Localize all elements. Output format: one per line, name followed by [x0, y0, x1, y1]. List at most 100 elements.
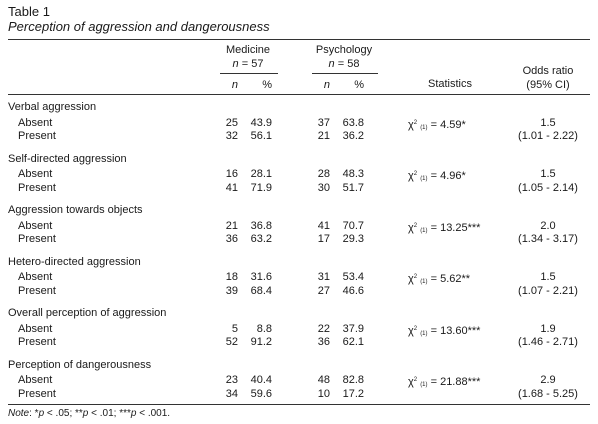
bottom-rule	[8, 404, 590, 405]
row-label: Present	[18, 336, 56, 348]
odds-ratio-value: 1.5	[540, 168, 556, 180]
row-label: Absent	[18, 168, 53, 180]
row-label: Present	[18, 130, 56, 142]
psychology-pct: 53.4	[342, 271, 364, 283]
chi-square-statistic: χ2 (1) = 5.62**	[408, 273, 471, 285]
psychology-n: 37	[317, 116, 330, 129]
psychology-pct: 82.8	[342, 374, 364, 386]
psychology-n: 17	[317, 233, 330, 245]
medicine-pct: 43.9	[250, 116, 272, 129]
medicine-pct: 31.6	[250, 271, 272, 283]
odds-ratio-ci: (1.01 - 2.22)	[518, 130, 578, 142]
header-odds-ratio: Odds ratio	[522, 65, 574, 77]
odds-ratio-value: 1.5	[540, 271, 556, 283]
header-psychology-pct-col: %	[354, 79, 364, 91]
medicine-n: 5	[231, 322, 238, 335]
chi-square-statistic: χ2 (1) = 21.88***	[408, 376, 481, 388]
psychology-n: 27	[317, 284, 330, 297]
medicine-n: 18	[225, 271, 238, 283]
psychology-n: 31	[317, 271, 330, 283]
table-label: Table 1	[8, 4, 50, 19]
odds-ratio-value: 2.9	[540, 374, 556, 386]
section-title: Overall perception of aggression	[8, 307, 167, 319]
header-group-medicine: Medicine	[225, 44, 271, 56]
table-caption: Table 1 Perception of aggression and dan…	[8, 4, 270, 34]
psychology-pct: 29.3	[342, 233, 364, 245]
medicine-n: 23	[225, 374, 238, 386]
medicine-pct: 71.9	[250, 181, 272, 194]
psychology-n: 22	[317, 322, 330, 335]
medicine-n: 39	[225, 284, 238, 297]
psychology-pct: 51.7	[342, 181, 364, 194]
psychology-n: 36	[317, 336, 330, 348]
row-label: Present	[18, 387, 56, 400]
header-psychology-n: n = 58	[328, 58, 360, 70]
odds-ratio-ci: (1.34 - 3.17)	[518, 233, 578, 245]
medicine-n: 16	[225, 168, 238, 180]
odds-ratio-value: 1.9	[540, 322, 556, 335]
section-title: Hetero-directed aggression	[8, 255, 141, 268]
medicine-n: 21	[225, 219, 238, 232]
chi-square-statistic: χ2 (1) = 13.60***	[408, 324, 481, 337]
psychology-pct: 48.3	[342, 168, 364, 180]
medicine-pct: 56.1	[250, 130, 272, 142]
psychology-n: 41	[317, 219, 330, 232]
odds-ratio-value: 2.0	[540, 219, 556, 232]
medicine-n: 34	[225, 387, 238, 400]
row-label: Absent	[18, 322, 53, 335]
row-label: Absent	[18, 219, 53, 232]
psychology-pct: 37.9	[342, 322, 364, 335]
chi-square-statistic: χ2 (1) = 13.25***	[408, 221, 481, 234]
chi-square-statistic: χ2 (1) = 4.59*	[408, 118, 466, 131]
section-title: Self-directed aggression	[8, 152, 127, 165]
row-label: Absent	[18, 116, 53, 129]
medicine-pct: 28.1	[250, 168, 272, 180]
section-title: Perception of dangerousness	[8, 358, 152, 371]
psychology-pct: 46.6	[342, 284, 364, 297]
header-group-psychology: Psychology	[315, 44, 373, 56]
header-medicine-n-col: n	[231, 79, 238, 91]
row-label: Present	[18, 233, 56, 245]
medicine-pct: 59.6	[250, 387, 272, 400]
psychology-n: 28	[317, 168, 330, 180]
top-rule	[8, 39, 590, 40]
row-label: Present	[18, 181, 56, 194]
header-medicine-n: n = 57	[232, 58, 264, 70]
section-title: Verbal aggression	[8, 101, 97, 113]
medicine-pct: 40.4	[250, 374, 272, 386]
psychology-n: 10	[317, 387, 330, 400]
chi-square-statistic: χ2 (1) = 4.96*	[408, 170, 466, 182]
odds-ratio-ci: (1.07 - 2.21)	[518, 284, 578, 297]
medicine-n: 36	[225, 233, 238, 245]
section-title: Aggression towards objects	[8, 204, 143, 216]
medicine-n: 32	[225, 130, 238, 142]
header-statistics: Statistics	[427, 78, 472, 90]
medicine-underline	[220, 73, 278, 74]
medicine-n: 41	[225, 181, 238, 194]
psychology-pct: 70.7	[342, 219, 364, 232]
odds-ratio-ci: (1.05 - 2.14)	[518, 181, 578, 194]
row-label: Present	[18, 284, 56, 297]
medicine-pct: 36.8	[250, 219, 272, 232]
header-ci: (95% CI)	[526, 79, 570, 91]
medicine-pct: 68.4	[250, 284, 272, 297]
psychology-n: 30	[317, 181, 330, 194]
psychology-pct: 63.8	[342, 116, 364, 129]
odds-ratio-ci: (1.68 - 5.25)	[518, 387, 578, 400]
psychology-n: 48	[317, 374, 330, 386]
medicine-n: 52	[225, 336, 238, 348]
odds-ratio-value: 1.5	[540, 116, 556, 129]
medicine-pct: 91.2	[250, 336, 272, 348]
table-subtitle: Perception of aggression and dangerousne…	[8, 19, 270, 34]
header-rule	[8, 94, 590, 95]
row-label: Absent	[18, 271, 53, 283]
medicine-pct: 8.8	[256, 322, 272, 335]
psychology-pct: 36.2	[342, 130, 364, 142]
medicine-pct: 63.2	[250, 233, 272, 245]
odds-ratio-ci: (1.46 - 2.71)	[518, 336, 578, 348]
row-label: Absent	[18, 374, 53, 386]
table-note: Note: *p < .05; **p < .01; ***p < .001.	[8, 408, 171, 419]
header-psychology-n-col: n	[323, 79, 330, 91]
psychology-pct: 62.1	[342, 336, 364, 348]
header-medicine-pct-col: %	[262, 79, 272, 91]
